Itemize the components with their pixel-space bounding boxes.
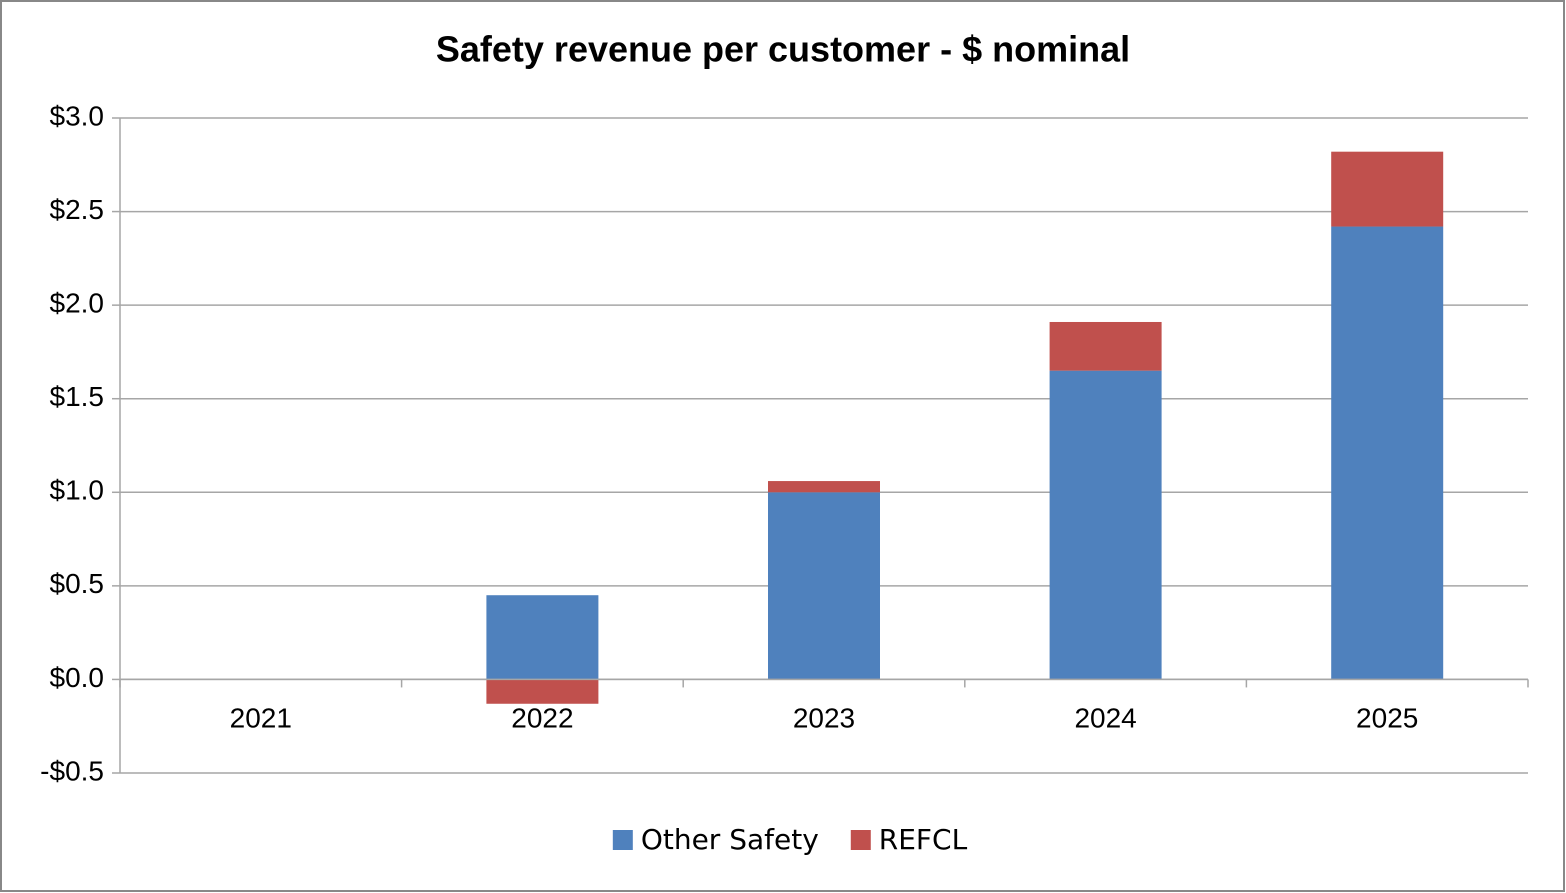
x-tick-label: 2023	[793, 702, 855, 733]
x-tick-label: 2022	[511, 702, 573, 733]
y-tick-label: $1.0	[50, 475, 105, 506]
bar-segment	[768, 481, 880, 493]
x-tick-label: 2025	[1356, 702, 1418, 733]
bar-segment	[768, 492, 880, 680]
legend-swatch	[850, 830, 871, 850]
y-tick-label: $2.5	[50, 194, 105, 225]
y-tick-label: $3.0	[50, 100, 105, 131]
chart-title: Safety revenue per customer - $ nominal	[436, 29, 1130, 70]
bar-segment	[1331, 226, 1444, 680]
y-tick-label: $0.5	[50, 568, 105, 599]
bar-segment	[1331, 151, 1444, 227]
y-tick-label: -$0.5	[40, 755, 104, 786]
y-tick-label: $0.0	[50, 662, 105, 693]
bar-segment	[486, 679, 599, 704]
x-tick-label: 2021	[230, 702, 292, 733]
bar-segment	[486, 595, 599, 680]
x-tick-label: 2024	[1074, 702, 1136, 733]
y-tick-label: $2.0	[50, 288, 105, 319]
legend-label: REFCL	[879, 823, 968, 856]
legend-label: Other Safety	[641, 823, 819, 856]
bar-segment	[1049, 370, 1162, 680]
y-tick-label: $1.5	[50, 381, 105, 412]
bar-segment	[1049, 321, 1162, 371]
legend-swatch	[612, 830, 633, 850]
